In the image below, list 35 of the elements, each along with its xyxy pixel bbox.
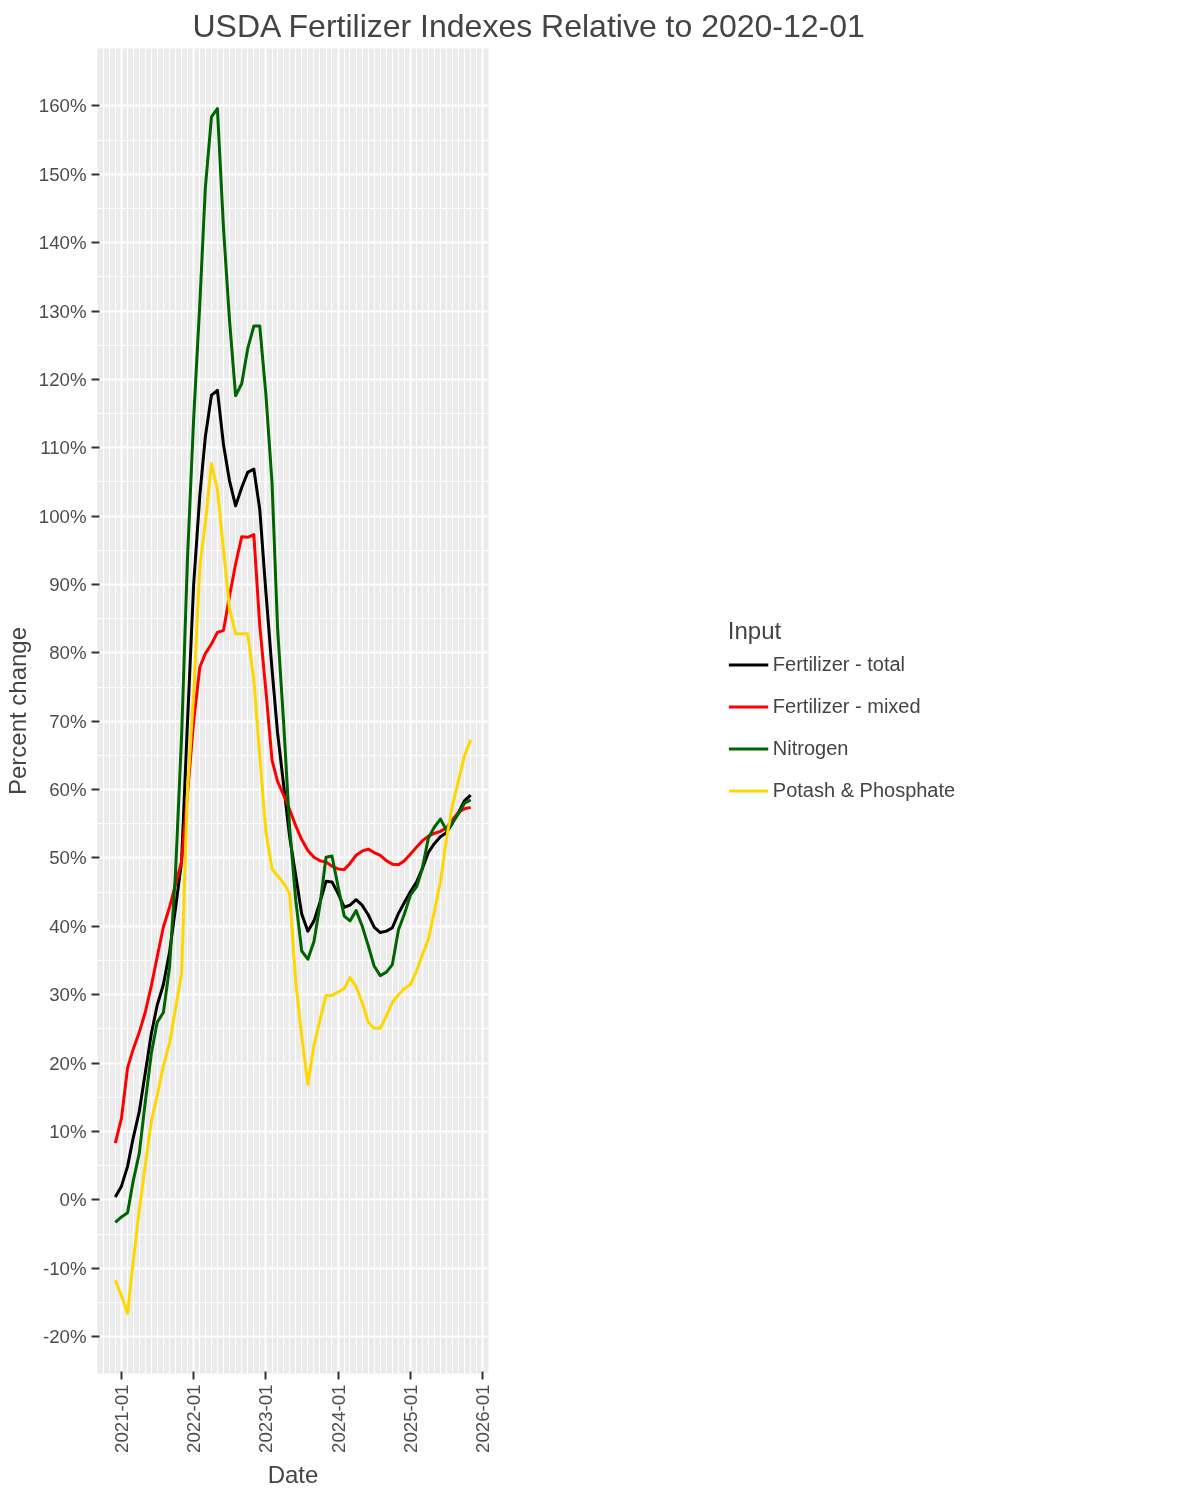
- y-tick-label: 100%: [38, 505, 87, 527]
- x-axis-title: Date: [267, 1460, 319, 1488]
- legend-title: Input: [727, 616, 783, 644]
- legend-label: Fertilizer - mixed: [772, 693, 921, 719]
- y-tick-label: 30%: [49, 984, 87, 1006]
- x-tick-label: 2023-01: [255, 1384, 277, 1453]
- line-series: [113, 107, 473, 1224]
- y-tick-label: 0%: [59, 1189, 87, 1211]
- y-tick-label: 10%: [49, 1120, 87, 1142]
- x-tick-label: 2026-01: [472, 1384, 494, 1453]
- legend-label: Fertilizer - total: [772, 651, 906, 677]
- chart-title: USDA Fertilizer Indexes Relative to 2020-12-01: [192, 7, 865, 44]
- y-tick-label: 130%: [38, 300, 87, 322]
- y-tick-label: 20%: [49, 1052, 87, 1074]
- x-tick-label: 2024-01: [327, 1384, 349, 1453]
- y-tick-label: -10%: [42, 1257, 87, 1279]
- y-tick-label: -20%: [42, 1326, 87, 1348]
- y-tick-label: 50%: [49, 847, 87, 869]
- y-tick-label: 80%: [49, 642, 87, 664]
- y-tick-label: 160%: [38, 95, 87, 117]
- y-tick-label: 40%: [49, 915, 87, 937]
- x-tick-label: 2025-01: [400, 1384, 422, 1453]
- y-tick-label: 120%: [38, 368, 87, 390]
- x-tick-label: 2021-01: [110, 1384, 132, 1453]
- y-tick-label: 140%: [38, 232, 87, 254]
- y-tick-label: 70%: [49, 710, 87, 732]
- legend-label: Nitrogen: [772, 735, 849, 761]
- line-series: [113, 462, 473, 1315]
- y-tick-label: 90%: [49, 574, 87, 596]
- y-tick-label: 60%: [49, 779, 87, 801]
- x-tick-label: 2022-01: [183, 1384, 205, 1453]
- y-axis-title: Percent change: [3, 626, 31, 796]
- y-tick-label: 150%: [38, 163, 87, 185]
- legend-label: Potash & Phosphate: [772, 777, 956, 803]
- y-tick-label: 110%: [40, 437, 87, 459]
